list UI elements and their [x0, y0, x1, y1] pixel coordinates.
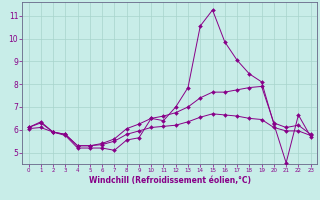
X-axis label: Windchill (Refroidissement éolien,°C): Windchill (Refroidissement éolien,°C) [89, 176, 251, 185]
